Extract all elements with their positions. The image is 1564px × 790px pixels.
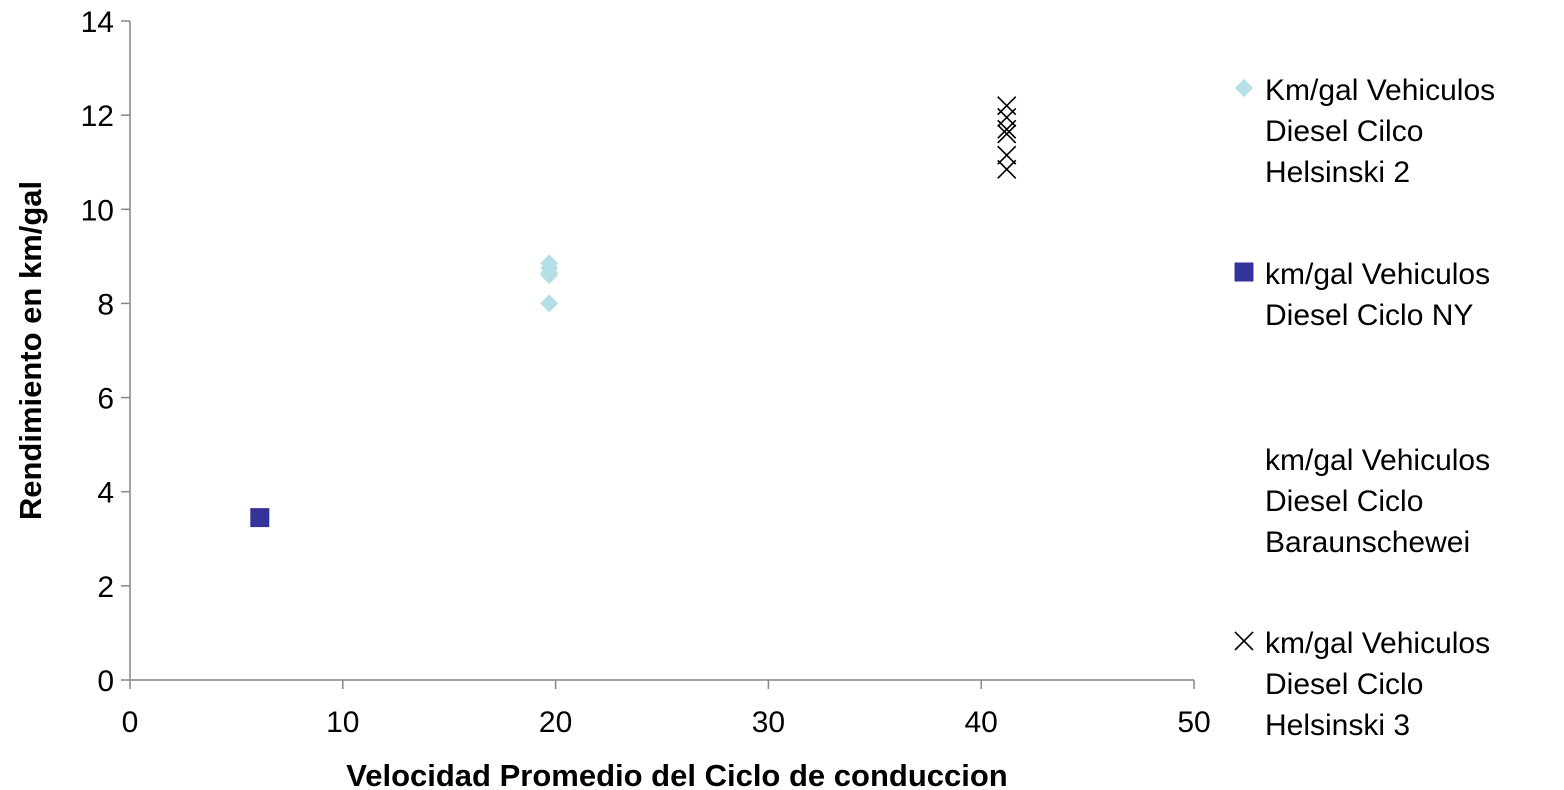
legend-label: Baraunschewei [1265, 526, 1470, 559]
x-axis-title: Velocidad Promedio del Ciclo de conducci… [346, 758, 1007, 790]
legend-label: Diesel Ciclo [1265, 485, 1423, 518]
y-tick-label: 10 [81, 194, 114, 227]
y-tick-label: 0 [97, 665, 114, 698]
data-point [540, 266, 559, 285]
legend-label: Km/gal Vehiculos [1265, 74, 1495, 107]
legend-label: Helsinski 2 [1265, 156, 1410, 189]
data-point [997, 124, 1017, 144]
legend-marker [1235, 79, 1253, 97]
y-tick-label: 2 [97, 571, 114, 604]
legend-label: Helsinski 3 [1265, 709, 1410, 742]
legend-entry: Km/gal Vehiculos Diesel Cilco Helsinski 2 [1235, 74, 1495, 189]
data-point [540, 294, 559, 313]
legend-entry: km/gal Vehiculos Diesel Ciclo Baraunschewe… [1265, 444, 1490, 559]
data-point [997, 159, 1017, 179]
y-axis-title: Rendimiento en km/gal [13, 181, 48, 520]
legend-label: Diesel Ciclo [1265, 668, 1423, 701]
y-tick-label: 14 [81, 6, 114, 39]
legend-entry: km/gal Vehiculos Diesel Ciclo Helsinski 3 [1234, 627, 1490, 742]
x-tick-label: 10 [326, 706, 359, 739]
plot-area: 0 2 4 6 8 10 12 14 0 10 20 30 40 50 Velocidad Promedio… [13, 6, 1211, 790]
data-point [997, 145, 1017, 165]
legend-label: km/gal Vehiculos [1265, 627, 1490, 660]
y-tick-label: 12 [81, 100, 114, 133]
x-tick-label: 30 [752, 706, 785, 739]
legend-marker [1234, 631, 1254, 651]
x-tick-label: 50 [1177, 706, 1210, 739]
legend-label: km/gal Vehiculos [1265, 258, 1490, 291]
legend-label: Diesel Ciclo NY [1265, 299, 1473, 332]
data-point [997, 119, 1017, 139]
y-tick-label: 6 [97, 383, 114, 416]
legend-marker [1234, 262, 1254, 282]
legend-label: Diesel Cilco [1265, 115, 1423, 148]
y-tick-label: 4 [97, 477, 114, 510]
x-tick-label: 0 [122, 706, 139, 739]
x-tick-label: 20 [539, 706, 572, 739]
legend: Km/gal Vehiculos Diesel Cilco Helsinski 2 k… [1234, 74, 1495, 742]
x-tick-label: 40 [965, 706, 998, 739]
legend-entry: km/gal Vehiculos Diesel Ciclo NY [1234, 258, 1490, 332]
legend-label: km/gal Vehiculos [1265, 444, 1490, 477]
data-point [250, 508, 270, 528]
y-tick-label: 8 [97, 288, 114, 321]
